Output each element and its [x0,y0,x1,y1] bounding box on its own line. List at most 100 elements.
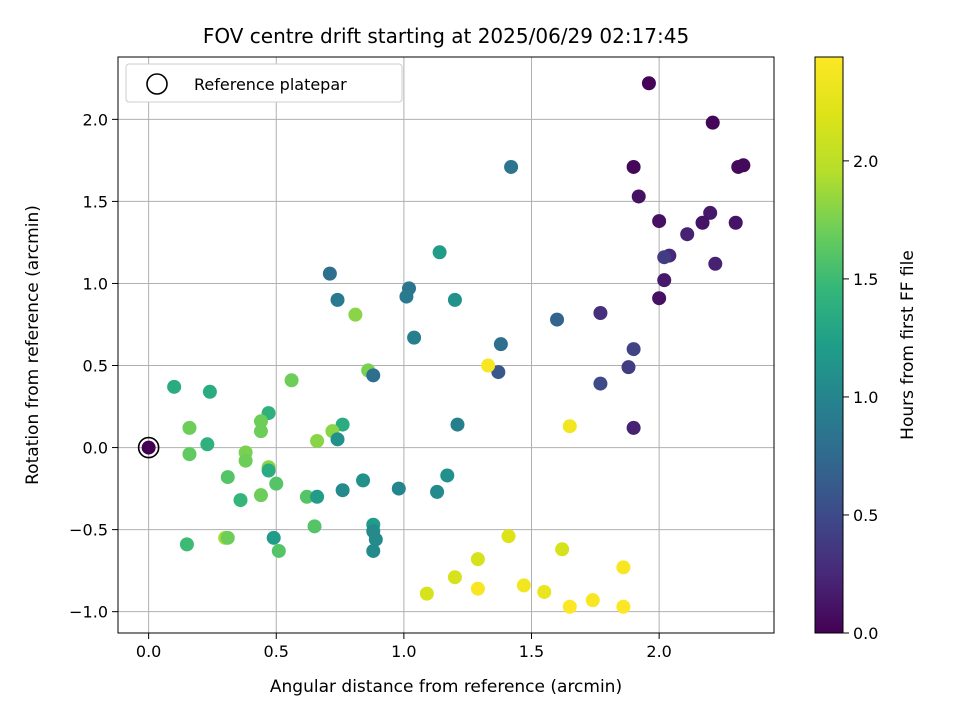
data-point [537,584,552,599]
x-tick-label: 0.5 [264,642,289,661]
colorbar-tick-label: 0.5 [853,506,878,525]
data-point [202,384,217,399]
data-point [182,447,197,462]
data-point [562,599,577,614]
data-point [562,419,577,434]
x-tick-label: 1.5 [519,642,544,661]
data-point [179,537,194,552]
y-axis-label: Rotation from reference (arcmin) [23,205,43,485]
data-point [616,560,631,575]
data-point [631,189,646,204]
y-tick-label: 1.5 [83,192,108,211]
data-point [322,266,337,281]
y-tick-label: 0.0 [83,439,108,458]
data-point [432,245,447,260]
data-point [200,437,215,452]
data-point [335,417,350,432]
data-point [470,552,485,567]
data-point [253,424,268,439]
data-point [493,337,508,352]
reference-point [141,440,156,455]
data-point [366,368,381,383]
legend-reference-marker [146,73,168,95]
x-axis-ticks: 0.0 0.5 1.0 1.5 2.0 [136,633,672,661]
legend: Reference platepar [125,63,403,103]
data-point [407,330,422,345]
data-point [330,292,345,307]
data-point [399,289,414,304]
data-point [450,417,465,432]
data-point [626,420,641,435]
chart-title: FOV centre drift starting at 2025/06/29 … [203,24,689,48]
data-point [167,379,182,394]
reference-platepar-marker [137,436,160,459]
data-point [307,519,322,534]
data-point [652,214,667,229]
legend-entry-reference: Reference platepar [194,75,347,94]
data-point [440,468,455,483]
data-point [703,205,718,220]
data-point [233,493,248,508]
legend-box [125,63,403,103]
data-point [470,581,485,596]
data-point [728,215,743,230]
data-point [310,434,325,448]
y-tick-label: 2.0 [83,110,108,129]
data-point [391,481,406,496]
data-point [504,159,519,174]
data-point [621,360,636,375]
data-point [657,250,672,265]
data-point [652,291,667,306]
y-axis-ticks: −1.0 −0.5 0.0 0.5 1.0 1.5 2.0 [69,110,118,622]
colorbar-tick-label: 1.5 [853,270,878,289]
data-point [516,578,531,593]
plot-frame [117,56,775,634]
colorbar-tick-label: 2.0 [853,152,878,171]
y-tick-label: 0.5 [83,357,108,376]
y-tick-label: −1.0 [69,603,108,622]
x-tick-label: 1.0 [391,642,416,661]
data-point [253,488,268,503]
data-point [593,376,608,391]
data-point [310,489,325,504]
data-point [368,532,383,547]
data-point [261,463,276,478]
data-point [220,530,235,545]
data-point [430,484,445,499]
colorbar-label: Hours from first FF file [898,250,918,440]
data-point [271,543,286,558]
data-point [299,489,314,504]
data-point [348,307,363,322]
data-point [266,530,281,545]
x-tick-label: 0.0 [136,642,161,661]
data-point [550,312,565,327]
y-tick-label: 1.0 [83,274,108,293]
data-point [447,292,462,307]
data-point [555,542,570,557]
plot-area [118,57,774,633]
data-point [641,76,656,91]
data-point [284,373,299,388]
data-point [330,432,345,447]
data-point [657,273,672,288]
data-point [447,570,462,585]
data-point [616,599,631,614]
data-point [736,158,751,173]
data-point [705,115,720,130]
x-tick-label: 2.0 [646,642,671,661]
data-point [366,543,381,558]
data-point [220,470,235,485]
colorbar-gradient [814,56,844,634]
data-point [491,365,506,380]
data-point [238,453,253,468]
data-point [708,256,723,271]
data-point [481,358,496,373]
data-point [335,483,350,498]
data-point [182,420,197,435]
data-point [585,593,600,608]
data-point [269,476,284,491]
data-point [356,473,371,488]
colorbar-tick-label: 1.0 [853,388,878,407]
data-point [501,529,516,544]
